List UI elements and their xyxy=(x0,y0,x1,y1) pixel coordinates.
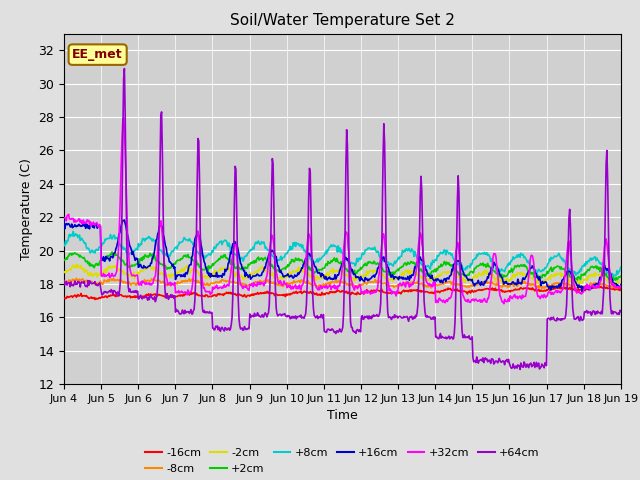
Legend: -16cm, -8cm, -2cm, +2cm, +8cm, +16cm, +32cm, +64cm: -16cm, -8cm, -2cm, +2cm, +8cm, +16cm, +3… xyxy=(141,444,544,478)
X-axis label: Time: Time xyxy=(327,409,358,422)
Y-axis label: Temperature (C): Temperature (C) xyxy=(20,158,33,260)
Title: Soil/Water Temperature Set 2: Soil/Water Temperature Set 2 xyxy=(230,13,455,28)
Text: EE_met: EE_met xyxy=(72,48,123,61)
